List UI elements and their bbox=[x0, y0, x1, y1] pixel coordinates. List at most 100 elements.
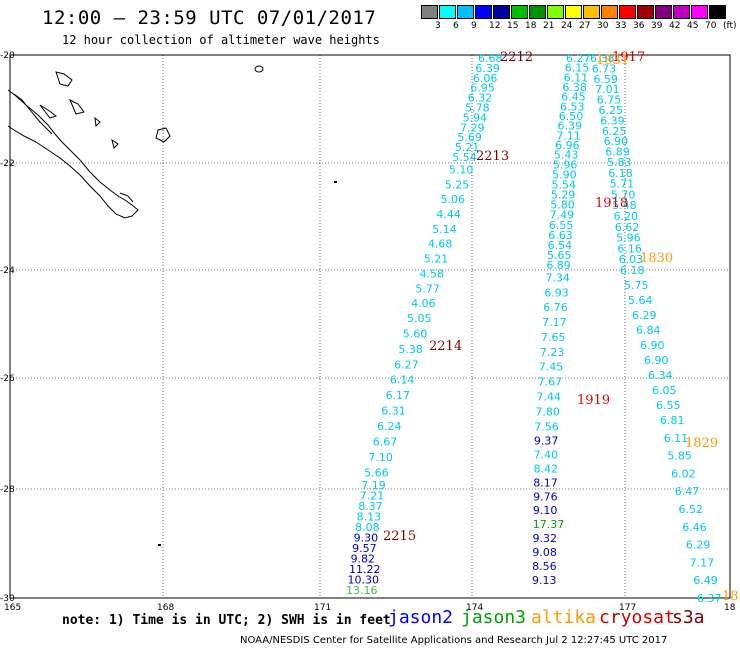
swh-value: 6.38 bbox=[562, 81, 587, 94]
altimeter-tracks: 6.686.396.066.956.325.785.947.295.695.21… bbox=[346, 52, 721, 605]
swh-value: 7.21 bbox=[360, 490, 385, 503]
swh-value: 5.25 bbox=[445, 178, 470, 191]
swh-value: 5.21 bbox=[455, 141, 480, 154]
lat-label: -28 bbox=[0, 485, 15, 495]
swh-value: 5.06 bbox=[441, 193, 466, 206]
swh-value: 6.47 bbox=[675, 485, 700, 498]
swh-value: 5.29 bbox=[551, 189, 576, 202]
swh-value: 6.90 bbox=[640, 339, 665, 352]
pass-time-label: 1829 bbox=[685, 436, 718, 451]
pass-time-label: 2212 bbox=[500, 50, 533, 65]
color-scale-label: 30 bbox=[597, 21, 609, 31]
satellite-legend-s3a: s3a bbox=[672, 607, 705, 628]
color-swatch bbox=[421, 5, 438, 19]
lat-label: -20 bbox=[0, 51, 15, 61]
color-swatch bbox=[493, 5, 510, 19]
satellite-legend-altika: altika bbox=[531, 607, 597, 628]
color-swatch bbox=[691, 5, 708, 19]
lon-label: 165 bbox=[4, 603, 21, 613]
swh-value: 6.55 bbox=[549, 219, 574, 232]
swh-value: 5.54 bbox=[552, 179, 577, 192]
swh-value: 6.29 bbox=[632, 309, 657, 322]
lon-label: 168 bbox=[157, 603, 174, 613]
swh-value: 8.08 bbox=[355, 521, 380, 534]
color-swatch bbox=[457, 5, 474, 19]
swh-value: 6.38 bbox=[590, 52, 615, 65]
page-subtitle: 12 hour collection of altimeter wave hei… bbox=[62, 33, 380, 47]
lon-label: 174 bbox=[466, 603, 483, 613]
swh-value: 8.13 bbox=[357, 511, 382, 524]
swh-value: 7.56 bbox=[534, 420, 559, 433]
swh-value: 17.37 bbox=[533, 518, 565, 531]
swh-value: 9.30 bbox=[354, 532, 379, 545]
swh-value: 11.22 bbox=[349, 563, 381, 576]
swh-value: 7.49 bbox=[550, 209, 575, 222]
swh-value: 6.73 bbox=[592, 62, 617, 75]
lon-label: 18 bbox=[724, 603, 736, 613]
swh-value: 6.59 bbox=[593, 73, 618, 86]
color-swatch bbox=[439, 5, 456, 19]
swh-value: 9.32 bbox=[533, 532, 558, 545]
swh-value: 5.14 bbox=[432, 223, 457, 236]
color-scale-label: 24 bbox=[561, 21, 573, 31]
swh-value: 6.45 bbox=[561, 91, 586, 104]
swh-value: 5.54 bbox=[452, 151, 477, 164]
swh-value: 6.53 bbox=[560, 100, 585, 113]
color-scale-label: 12 bbox=[489, 21, 501, 31]
color-swatch bbox=[583, 5, 600, 19]
satellite-legend-cryosat: cryosat bbox=[599, 607, 675, 628]
color-swatch bbox=[601, 5, 618, 19]
swh-value: 6.67 bbox=[373, 435, 398, 448]
swh-value: 9.76 bbox=[533, 490, 558, 503]
swh-value: 8.17 bbox=[533, 476, 558, 489]
swh-value: 6.34 bbox=[648, 369, 673, 382]
swh-value: 6.25 bbox=[599, 104, 624, 117]
swh-value: 7.17 bbox=[542, 316, 567, 329]
swh-value: 6.93 bbox=[544, 286, 569, 299]
color-swatch bbox=[637, 5, 654, 19]
color-swatch bbox=[475, 5, 492, 19]
swh-value: 5.69 bbox=[457, 131, 482, 144]
swh-value: 7.40 bbox=[534, 448, 559, 461]
swh-value: 5.85 bbox=[667, 450, 692, 463]
color-swatch bbox=[709, 5, 726, 19]
units-note: note: 1) Time is in UTC; 2) SWH is in fe… bbox=[62, 613, 391, 628]
pass-time-label: 1831 bbox=[596, 53, 629, 68]
color-scale-label: 9 bbox=[471, 21, 477, 31]
swh-value: 6.63 bbox=[548, 229, 573, 242]
swh-value: 7.80 bbox=[535, 405, 560, 418]
swh-value: 5.70 bbox=[611, 188, 636, 201]
swh-value: 7.65 bbox=[541, 331, 566, 344]
pass-time-label: 1830 bbox=[640, 251, 673, 266]
swh-value: 6.55 bbox=[656, 399, 681, 412]
color-scale-label: 18 bbox=[525, 21, 537, 31]
swh-value: 7.11 bbox=[556, 129, 581, 142]
swh-value: 5.10 bbox=[449, 163, 474, 176]
swh-value: 4.44 bbox=[436, 208, 461, 221]
swh-value: 5.43 bbox=[554, 149, 579, 162]
swh-value: 7.34 bbox=[545, 271, 570, 284]
swh-value: 7.17 bbox=[690, 556, 715, 569]
swh-value: 4.06 bbox=[411, 297, 436, 310]
swh-value: 5.78 bbox=[465, 102, 490, 115]
swh-value: 5.96 bbox=[616, 232, 641, 245]
swh-value: 10.30 bbox=[348, 574, 380, 587]
swh-value: 9.57 bbox=[352, 542, 377, 555]
swh-value: 5.66 bbox=[364, 466, 389, 479]
swh-value: 9.13 bbox=[532, 574, 557, 587]
swh-value: 5.75 bbox=[624, 279, 649, 292]
swh-value: 4.58 bbox=[420, 267, 445, 280]
swh-value: 5.64 bbox=[628, 294, 653, 307]
pass-time-label: 2215 bbox=[383, 529, 416, 544]
color-scale-label: 70 bbox=[705, 21, 717, 31]
swh-value: 5.77 bbox=[415, 282, 440, 295]
swh-value: 7.45 bbox=[539, 361, 564, 374]
color-scale-label: (ft) bbox=[723, 21, 737, 31]
swh-value: 8.56 bbox=[532, 560, 557, 573]
swh-value: 6.03 bbox=[619, 253, 644, 266]
swh-value: 6.11 bbox=[664, 432, 689, 445]
swh-value: 6.06 bbox=[473, 72, 498, 85]
swh-value: 6.76 bbox=[543, 301, 568, 314]
swh-value: 6.24 bbox=[377, 420, 402, 433]
swh-value: 6.54 bbox=[548, 239, 573, 252]
